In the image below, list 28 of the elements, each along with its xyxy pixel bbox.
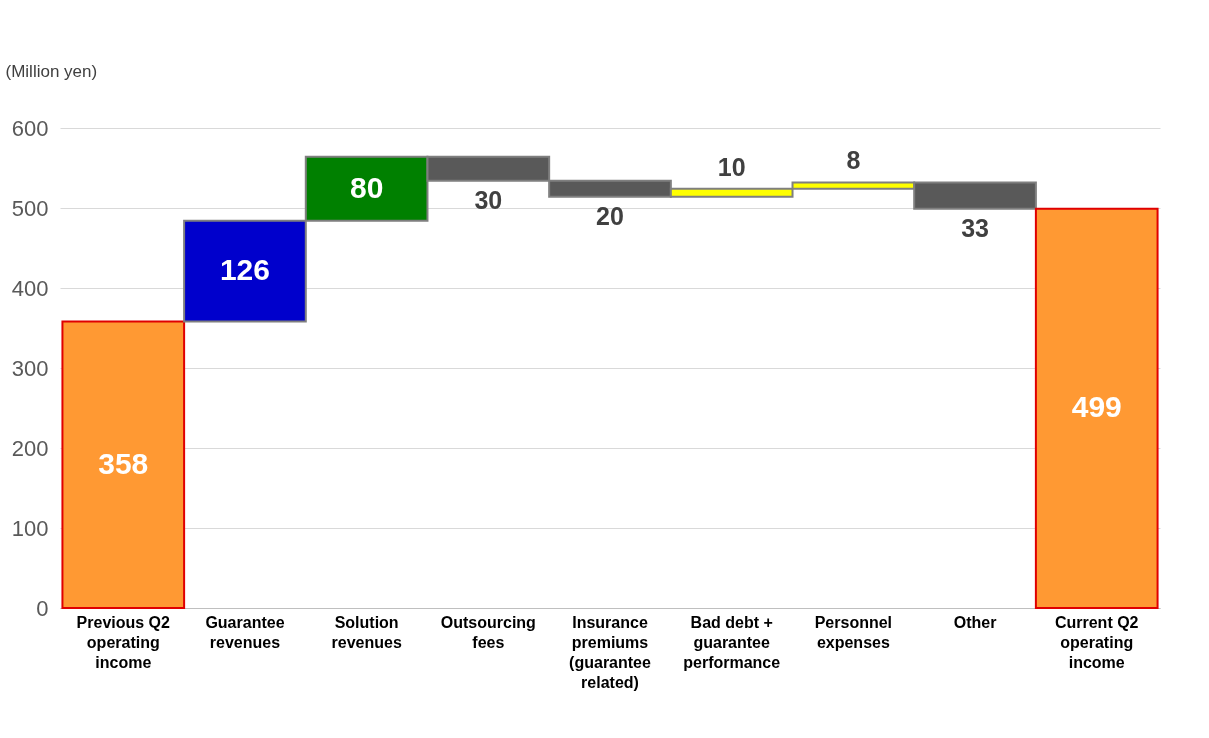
x-tick-label: Guarantee revenues	[205, 613, 285, 651]
y-tick-label: 200	[11, 435, 49, 461]
y-axis-title: (Million yen)	[5, 61, 98, 81]
x-tick-label: Insurance premiums (guarantee related)	[569, 613, 651, 691]
x-tick-label: Personnel expenses	[814, 613, 893, 651]
bar	[61, 320, 186, 609]
x-tick-label: Other	[953, 613, 997, 631]
x-tick-label: Previous Q2 operating income	[76, 613, 171, 671]
x-tick-label: Current Q2 operating income	[1054, 613, 1139, 671]
y-tick-label: 300	[11, 355, 49, 381]
data-label: 10	[717, 152, 746, 181]
data-label: 126	[219, 253, 270, 287]
x-tick-label: Bad debt + guarantee performance	[683, 613, 781, 671]
y-tick-label: 100	[11, 515, 49, 541]
bar	[1034, 207, 1159, 609]
data-label: 33	[961, 213, 989, 242]
y-tick-label: 400	[11, 275, 49, 301]
x-tick-label: Solution revenues	[331, 613, 402, 651]
data-label: 80	[349, 170, 384, 204]
y-tick-label: 0	[36, 595, 49, 621]
y-tick-label: 500	[11, 195, 49, 221]
data-label: 499	[1071, 390, 1122, 424]
data-label: 358	[98, 446, 149, 480]
x-tick-label: Outsourcing fees	[440, 613, 536, 651]
data-label: 8	[846, 146, 861, 175]
data-label: 30	[474, 185, 503, 214]
data-label: 20	[596, 201, 624, 230]
y-tick-label: 600	[11, 115, 49, 141]
